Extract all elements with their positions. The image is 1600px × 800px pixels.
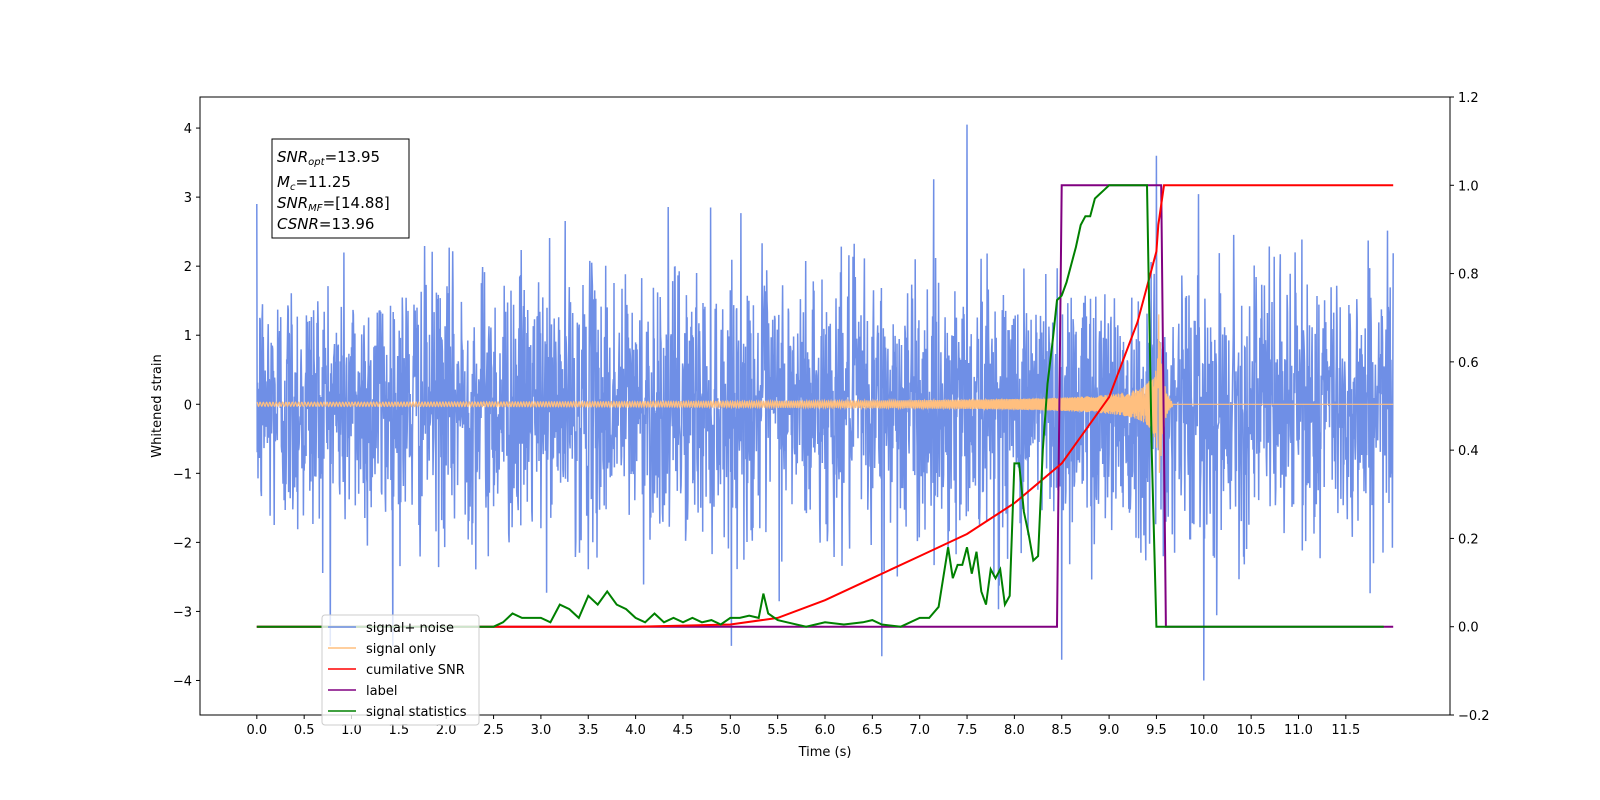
x-tick-label: 9.0	[1099, 723, 1120, 738]
x-tick-label: 5.0	[720, 723, 741, 738]
y-tick-label: −2	[173, 536, 192, 551]
series-layer	[256, 124, 1394, 681]
y2-tick-label: 0.4	[1458, 444, 1479, 459]
legend-label-cumulative-snr: cumilative SNR	[366, 663, 465, 678]
y2-tick-label: 0.6	[1458, 356, 1479, 371]
y-axis-right: 1.2 1.0 0.8 0.6 0.4 0.2 0.0 −0.2	[1450, 91, 1490, 724]
legend-label-signal-statistics: signal statistics	[366, 705, 467, 720]
y-tick-label: 2	[184, 260, 192, 275]
x-tick-label: 11.0	[1284, 723, 1313, 738]
y-tick-label: 0	[184, 398, 192, 413]
y-tick-label: −4	[173, 674, 192, 689]
x-tick-label: 2.5	[483, 723, 504, 738]
y2-tick-label: 1.0	[1458, 179, 1479, 194]
legend-label-label: label	[366, 684, 397, 699]
legend-label-signal-noise: signal+ noise	[366, 621, 454, 636]
x-axis: 0.0 0.5 1.0 1.5 2.0 2.5 3.0 3.5 4.0 4.5 5.0 5.5 6.0 6…	[246, 715, 1360, 738]
mc-line: Mc=11.25	[277, 173, 351, 193]
y-tick-label: −3	[173, 605, 192, 620]
x-tick-label: 5.5	[767, 723, 788, 738]
y-axis-left: 4 3 2 1 0 −1 −2 −3 −4	[173, 122, 200, 689]
x-tick-label: 8.5	[1051, 723, 1072, 738]
y-tick-label: 1	[184, 329, 192, 344]
x-tick-label: 4.5	[673, 723, 694, 738]
csnr-value: =13.96	[319, 215, 375, 233]
legend-frame	[321, 614, 480, 726]
y2-tick-label: −0.2	[1458, 709, 1490, 724]
x-tick-label: 3.0	[531, 723, 552, 738]
annotation-frame	[271, 138, 410, 239]
y2-tick-label: 0.8	[1458, 268, 1479, 283]
series-line-signal-noise	[256, 124, 1394, 681]
csnr-line: CSNR=13.96	[277, 215, 374, 233]
x-tick-label: 7.0	[909, 723, 930, 738]
x-tick-label: 2.0	[436, 723, 457, 738]
y-tick-label: −1	[173, 467, 192, 482]
x-tick-label: 0.0	[246, 723, 267, 738]
mc-value: =11.25	[295, 173, 351, 191]
x-tick-label: 8.0	[1004, 723, 1025, 738]
y-tick-label: 3	[184, 191, 192, 206]
x-tick-label: 7.5	[957, 723, 978, 738]
y2-tick-label: 0.2	[1458, 532, 1479, 547]
snr-opt-line: SNRopt=13.95	[277, 148, 380, 168]
snr-mf-value: =[14.88]	[323, 194, 390, 212]
x-tick-label: 6.5	[862, 723, 883, 738]
x-tick-label: 4.0	[625, 723, 646, 738]
x-tick-label: 3.5	[578, 723, 599, 738]
x-axis-label: Time (s)	[798, 745, 852, 760]
snr-mf-line: SNRMF=[14.88]	[277, 194, 390, 214]
x-tick-label: 9.5	[1146, 723, 1167, 738]
x-tick-label: 10.5	[1237, 723, 1266, 738]
y-axis-label: Whitened strain	[150, 354, 165, 457]
snr-opt-value: =13.95	[325, 148, 381, 166]
series-line-cumulative-snr	[256, 184, 1394, 628]
x-tick-label: 1.5	[389, 723, 410, 738]
x-tick-label: 1.0	[341, 723, 362, 738]
y2-tick-label: 0.0	[1458, 621, 1479, 636]
y-tick-label: 4	[184, 122, 192, 137]
series-line-signal-only	[256, 314, 1394, 473]
series-line-signal-statistics	[256, 184, 1384, 628]
snr-annotation-box: SNRopt=13.95 Mc=11.25 SNRMF=[14.88] CSNR…	[271, 138, 410, 239]
x-tick-label: 0.5	[294, 723, 315, 738]
legend: signal+ noise signal only cumilative SNR…	[321, 614, 480, 726]
x-tick-label: 10.0	[1189, 723, 1218, 738]
legend-label-signal-only: signal only	[366, 642, 436, 657]
x-tick-label: 6.0	[815, 723, 836, 738]
x-tick-label: 11.5	[1331, 723, 1360, 738]
y2-tick-label: 1.2	[1458, 91, 1479, 106]
